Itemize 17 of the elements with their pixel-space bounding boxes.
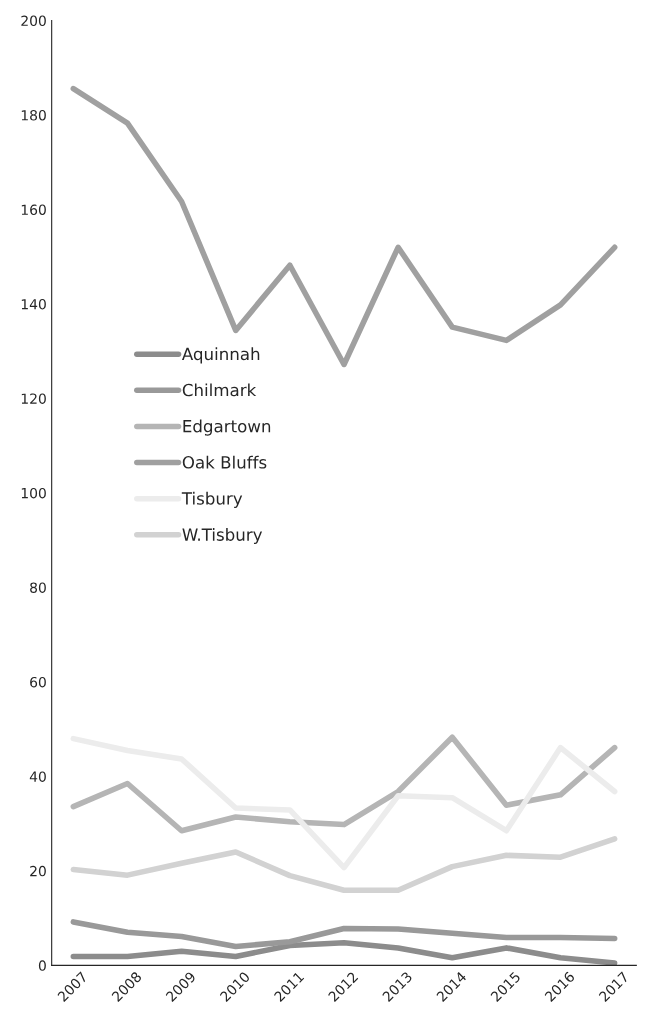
legend-label: W.Tisbury xyxy=(182,527,263,545)
legend-label: Chilmark xyxy=(182,383,257,397)
legend-label: Edgartown xyxy=(183,419,271,436)
y-tick-label: 160 xyxy=(21,204,46,215)
y-tick-label: 140 xyxy=(21,298,46,310)
y-tick-label: 20 xyxy=(30,865,46,877)
y-tick-label: 80 xyxy=(30,582,46,593)
y-tick-label: 200 xyxy=(21,15,46,27)
y-tick-label: 180 xyxy=(21,109,46,121)
y-tick-label: 100 xyxy=(21,487,46,499)
legend-label: Aquinnah xyxy=(181,347,260,364)
y-tick-label: 0 xyxy=(38,960,46,971)
y-tick-label: 60 xyxy=(30,676,46,688)
y-tick-label: 120 xyxy=(21,393,46,404)
legend-label: Tisbury xyxy=(181,491,243,508)
legend-label: Oak Bluffs xyxy=(182,455,267,469)
y-tick-label: 40 xyxy=(29,771,46,782)
